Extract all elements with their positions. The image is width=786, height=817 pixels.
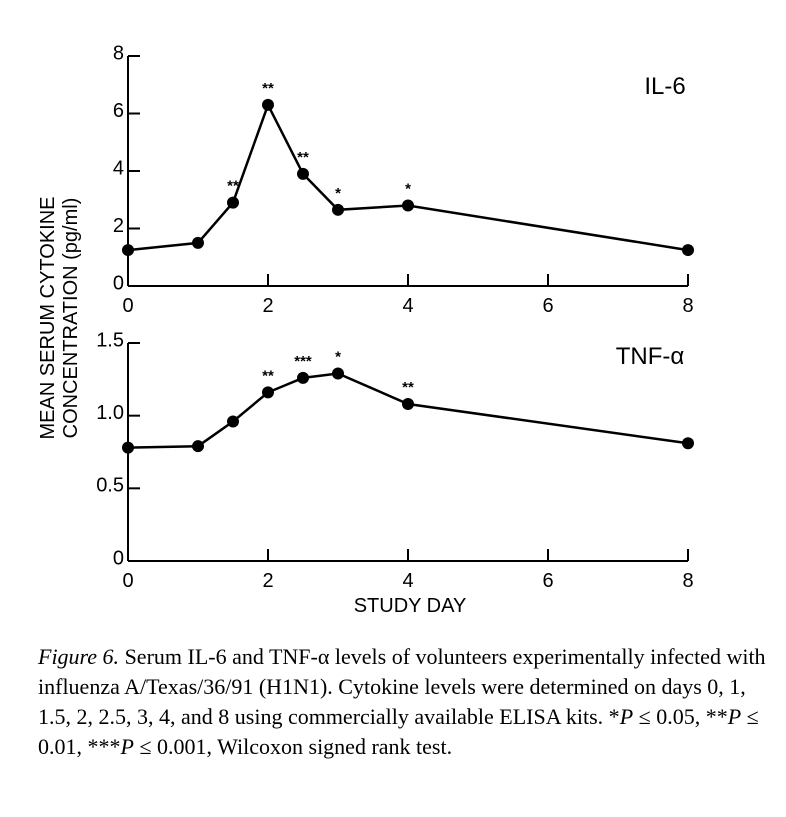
il6-x-tick-label: 6 [542, 295, 553, 317]
il6-series-line [127, 101, 689, 252]
il6-data-point [122, 244, 134, 257]
tnf-significance-label: ** [402, 379, 414, 396]
tnf-y-tick-label: 1.0 [96, 402, 124, 424]
tnf-y-tick-label: 1.5 [96, 329, 124, 351]
y-axis-label-line1: MEAN SERUM CYTOKINE [37, 197, 59, 440]
caption-text-2: ≤ 0.05, ** [633, 704, 728, 729]
tnf-data-point [122, 441, 134, 454]
tnf-data-point [227, 415, 239, 428]
tnf-series-line [127, 372, 689, 449]
tnf-x-tick-label: 4 [402, 570, 413, 592]
tnf-data-point [402, 398, 414, 411]
il6-panel-label: IL-6 [644, 73, 685, 100]
tnf-panel-label: TNF-α [616, 343, 685, 370]
il6-significance-label: ** [262, 80, 274, 97]
cytokine-figure: 0 2 4 6 8 0 2 4 6 8 ** ** ** * * IL-6 0 0.5 1.0 1.5 0 2 4 6 8 ** *… [37, 42, 694, 617]
tnf-significance-label: * [335, 349, 341, 366]
y-axis-label-line2: CONCENTRATION (pg/ml) [60, 198, 82, 439]
il6-y-tick-label: 2 [113, 215, 124, 237]
il6-data-point [682, 244, 694, 257]
tnf-y-tick-label: 0 [113, 547, 124, 569]
il6-data-point [262, 98, 274, 111]
tnf-data-point [262, 386, 274, 399]
tnf-significance-label: ** [262, 367, 274, 384]
tnf-data-point [297, 371, 309, 384]
tnf-data-point [682, 437, 694, 450]
il6-y-tick-label: 8 [113, 42, 124, 64]
il6-data-point [227, 196, 239, 209]
caption-text-1: Serum IL-6 and TNF-α levels of volunteer… [38, 644, 766, 729]
il6-data-point [192, 236, 204, 249]
tnf-data-point [192, 440, 204, 453]
caption-figure-number: Figure 6. [38, 644, 120, 669]
il6-data-point [332, 203, 344, 216]
tnf-data-point [332, 367, 344, 380]
caption-text-3: ≤ 0.01, *** [38, 704, 759, 759]
il6-y-tick-label: 0 [113, 272, 124, 294]
x-axis-label: STUDY DAY [354, 595, 467, 617]
il6-y-tick-label: 6 [113, 100, 124, 122]
tnf-y-tick-label: 0.5 [96, 475, 124, 497]
tnf-x-tick-label: 0 [122, 570, 133, 592]
il6-data-point [297, 167, 309, 180]
tnf-significance-label: *** [294, 353, 312, 370]
il6-significance-label: ** [297, 149, 309, 166]
il6-significance-label: ** [227, 178, 239, 195]
il6-significance-label: * [335, 185, 341, 202]
tnf-x-tick-label: 2 [262, 570, 273, 592]
il6-data-point [402, 199, 414, 212]
caption-p-symbol-1: P [619, 704, 634, 729]
il6-x-tick-label: 2 [262, 295, 273, 317]
il6-x-tick-label: 8 [682, 295, 693, 317]
tnf-x-tick-label: 6 [542, 570, 553, 592]
tnf-x-tick-label: 8 [682, 570, 693, 592]
caption-p-symbol-2: P [727, 704, 742, 729]
il6-y-tick-label: 4 [113, 157, 124, 179]
il6-significance-label: * [405, 181, 411, 198]
il6-x-tick-label: 0 [122, 295, 133, 317]
il6-x-tick-label: 4 [402, 295, 413, 317]
caption-text-4: ≤ 0.001, Wilcoxon signed rank test. [133, 734, 453, 759]
caption-p-symbol-3: P [120, 734, 134, 759]
figure-caption: Figure 6. Serum IL-6 and TNF-α levels of… [38, 642, 778, 762]
